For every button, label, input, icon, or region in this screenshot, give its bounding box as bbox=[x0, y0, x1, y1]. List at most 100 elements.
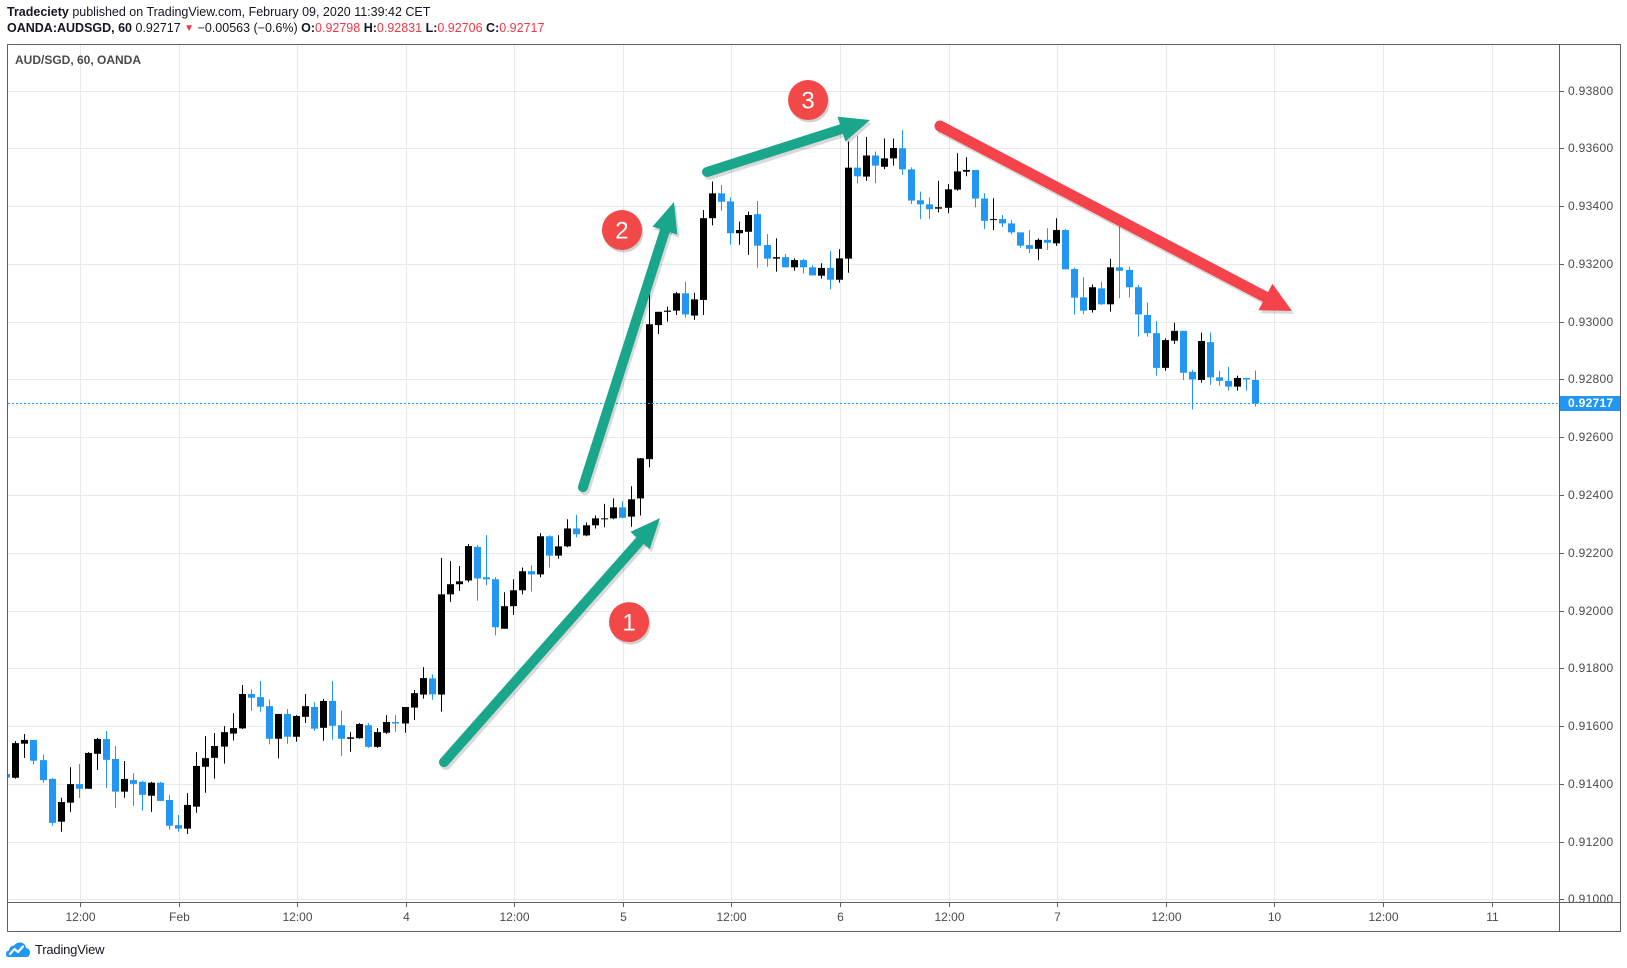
bullish-candle bbox=[383, 715, 390, 734]
candle-body bbox=[628, 499, 635, 517]
up-arrow-2[interactable] bbox=[577, 202, 680, 496]
time-tick-mark bbox=[80, 903, 81, 907]
chart-frame bbox=[7, 44, 1621, 932]
bearish-candle bbox=[1153, 321, 1160, 376]
candle-body bbox=[528, 571, 535, 575]
candle-body bbox=[474, 546, 481, 579]
candle-body bbox=[691, 299, 698, 316]
tradingview-logo[interactable]: TradingView bbox=[6, 940, 105, 958]
callout-marker-2[interactable]: 2 bbox=[601, 210, 644, 253]
time-axis[interactable]: 12:00 Feb 12:00 4 12:00 5 12:00 6 12:00 7 12:00 10 1… bbox=[8, 903, 1559, 930]
bullish-candle bbox=[745, 211, 752, 255]
candle-body bbox=[483, 577, 490, 580]
arrow-shaft bbox=[577, 223, 671, 493]
bullish-candle bbox=[121, 761, 128, 798]
bearish-candle bbox=[365, 723, 372, 748]
candle-body bbox=[1116, 267, 1123, 271]
candle-body bbox=[1198, 340, 1205, 380]
candle-body bbox=[58, 802, 65, 822]
candle-body bbox=[764, 245, 771, 259]
bullish-candle bbox=[845, 141, 852, 273]
candle-body bbox=[637, 458, 644, 499]
price-tick-label: 0.92200 bbox=[1568, 545, 1614, 560]
candle-body bbox=[166, 800, 173, 826]
price-pane[interactable]: 1 2 3 bbox=[8, 45, 1559, 902]
candle-body bbox=[610, 507, 617, 519]
price-tick-mark bbox=[1560, 726, 1564, 727]
price-axis[interactable]: 0.93800 0.93600 0.93400 0.93200 0.93000 0.928… bbox=[1560, 45, 1620, 902]
candle-body bbox=[863, 155, 870, 177]
last-price: 0.92717 bbox=[135, 21, 181, 35]
time-tick-mark bbox=[1057, 903, 1058, 907]
up-arrow-1[interactable] bbox=[438, 518, 662, 771]
price-tick-label: 0.93600 bbox=[1568, 141, 1614, 156]
candle-body bbox=[754, 214, 761, 246]
down-arrow[interactable] bbox=[934, 120, 1294, 314]
candle-body bbox=[917, 200, 924, 205]
price-tick-mark bbox=[1560, 264, 1564, 265]
candle-body bbox=[881, 158, 888, 167]
pane-legend-title[interactable]: AUD/SGD, 60, OANDA bbox=[15, 53, 142, 67]
price-tick-label: 0.92400 bbox=[1568, 487, 1614, 502]
candle-body bbox=[30, 739, 37, 761]
callout-marker-3[interactable]: 3 bbox=[788, 80, 830, 123]
bearish-candle bbox=[76, 763, 83, 798]
time-tick-mark bbox=[840, 903, 841, 907]
bullish-candle bbox=[193, 752, 200, 813]
bullish-candle bbox=[85, 752, 92, 789]
bullish-candle bbox=[963, 157, 970, 177]
bullish-candle bbox=[673, 291, 680, 315]
candle-body bbox=[438, 594, 445, 695]
time-tick-label: 12:00 bbox=[499, 910, 530, 924]
bullish-candle bbox=[302, 694, 309, 723]
bullish-candle bbox=[519, 567, 526, 595]
bullish-candle bbox=[1053, 218, 1060, 246]
arrow-head bbox=[652, 202, 678, 235]
price-tick-label: 0.91200 bbox=[1568, 834, 1614, 849]
price-tick-label: 0.92000 bbox=[1568, 603, 1614, 618]
bullish-candle bbox=[646, 293, 653, 468]
candle-body bbox=[1189, 371, 1196, 380]
price-tick-mark bbox=[1560, 899, 1564, 900]
time-tick-label: 10 bbox=[1267, 910, 1282, 924]
candle-body bbox=[411, 693, 418, 708]
bearish-candle bbox=[682, 281, 689, 318]
bearish-candle bbox=[311, 702, 318, 731]
bullish-candle bbox=[863, 137, 870, 181]
bearish-candle bbox=[257, 681, 264, 712]
time-tick-mark bbox=[514, 903, 515, 907]
candle-body bbox=[682, 293, 689, 315]
time-tick-label: 12:00 bbox=[1368, 910, 1399, 924]
author-name[interactable]: Tradeciety bbox=[7, 5, 69, 19]
up-arrow-3[interactable] bbox=[702, 116, 872, 180]
bearish-candle bbox=[338, 710, 345, 756]
drawings[interactable]: 1 2 3 bbox=[438, 80, 1294, 771]
candle-body bbox=[1216, 377, 1223, 381]
bullish-candle bbox=[700, 210, 707, 315]
price-tick-mark bbox=[1560, 784, 1564, 785]
candle-body bbox=[718, 193, 725, 202]
callout-marker-1[interactable]: 1 bbox=[609, 602, 651, 645]
candle-body bbox=[356, 724, 363, 739]
bearish-candle bbox=[157, 781, 164, 802]
time-tick-label: 11 bbox=[1486, 910, 1499, 924]
marker-circle bbox=[788, 80, 829, 121]
candle-body bbox=[646, 324, 653, 460]
candle-body bbox=[1107, 267, 1114, 305]
bearish-candle bbox=[139, 780, 146, 811]
bullish-candle bbox=[890, 138, 897, 166]
candle-body bbox=[664, 310, 671, 312]
candle-body bbox=[465, 546, 472, 581]
bearish-candle bbox=[727, 197, 734, 245]
time-tick-label: Feb bbox=[169, 910, 190, 924]
bullish-candle bbox=[438, 557, 445, 712]
time-tick-mark bbox=[297, 903, 298, 907]
bearish-candle bbox=[972, 169, 979, 208]
candle-body bbox=[573, 528, 580, 535]
candle-body bbox=[12, 743, 19, 778]
candle-body bbox=[709, 193, 716, 219]
bearish-candle bbox=[30, 739, 37, 765]
candle-body bbox=[926, 204, 933, 210]
bearish-candle bbox=[1216, 371, 1223, 386]
bullish-candle bbox=[564, 519, 571, 548]
